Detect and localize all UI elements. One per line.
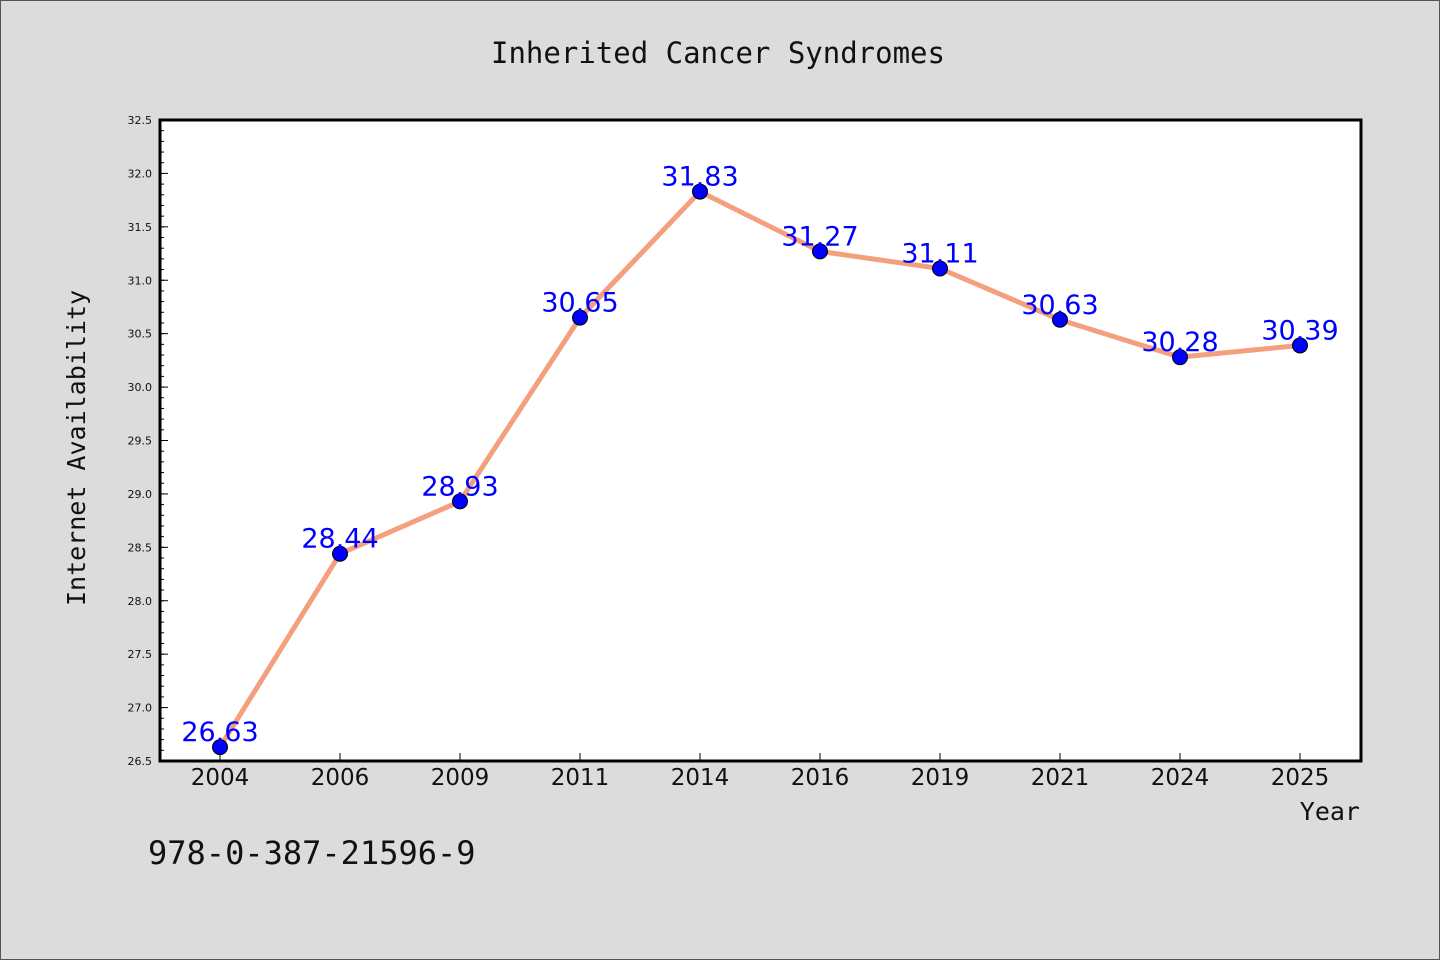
data-value-label: 30.28 (1141, 327, 1218, 358)
isbn-text: 978-0-387-21596-9 (148, 834, 476, 872)
y-tick-label: 27.5 (128, 648, 153, 661)
data-value-label: 26.63 (181, 717, 258, 748)
data-value-label: 30.63 (1021, 290, 1098, 321)
plot-area (160, 120, 1361, 761)
y-tick-label: 32.5 (128, 114, 153, 127)
x-tick-label: 2009 (431, 765, 490, 791)
y-tick-label: 31.5 (128, 221, 153, 234)
x-tick-label: 2024 (1151, 765, 1210, 791)
y-tick-label: 27.0 (128, 702, 153, 715)
y-axis: 26.5 27.0 27.5 28.0 28.5 29.0 29.5 30.0 30.5 31.0… (128, 114, 168, 768)
series-line-group: 26.63 28.44 28.93 30.65 31.83 31.27 31.11 30.63… (181, 162, 1339, 756)
data-value-label: 28.93 (421, 471, 498, 502)
data-value-label: 31.83 (661, 162, 738, 193)
y-tick-label: 29.5 (128, 435, 153, 448)
data-point-marker (1172, 349, 1188, 366)
y-tick-label: 30.0 (128, 381, 153, 394)
data-value-label: 28.44 (301, 524, 378, 555)
y-tick-label: 28.5 (128, 541, 153, 554)
series-line (217, 189, 1303, 750)
y-tick-label: 31.0 (128, 274, 153, 287)
data-point-marker (692, 183, 708, 200)
data-value-label: 31.27 (781, 221, 858, 252)
data-value-label: 30.39 (1261, 315, 1338, 346)
y-tick-label: 30.5 (128, 328, 153, 341)
data-point-marker (1292, 337, 1308, 354)
data-point-marker (332, 545, 348, 562)
x-axis: 2004 2006 2009 2011 2014 2016 2019 2021 2024 2025 (191, 753, 1330, 791)
x-tick-label: 2016 (791, 765, 850, 791)
data-point-marker (812, 243, 828, 260)
x-tick-label: 2021 (1031, 765, 1090, 791)
data-point-marker (1052, 311, 1068, 328)
data-point-marker (572, 309, 588, 326)
x-tick-label: 2019 (911, 765, 970, 791)
x-tick-label: 2004 (191, 765, 250, 791)
data-value-label: 30.65 (541, 288, 618, 319)
x-tick-label: 2014 (671, 765, 730, 791)
x-tick-label: 2025 (1271, 765, 1330, 791)
plot-frame (158, 118, 1363, 763)
data-point-marker (212, 739, 228, 756)
chart-title: Inherited Cancer Syndromes (491, 36, 945, 70)
data-point-marker (452, 493, 468, 510)
data-value-label: 31.11 (901, 238, 978, 269)
y-tick-label: 29.0 (128, 488, 153, 501)
x-tick-label: 2011 (551, 765, 610, 791)
data-point-marker (932, 260, 948, 277)
y-tick-label: 32.0 (128, 167, 153, 180)
y-tick-label: 26.5 (128, 755, 153, 768)
x-tick-label: 2006 (311, 765, 370, 791)
x-axis-label: Year (1300, 797, 1360, 826)
y-tick-label: 28.0 (128, 595, 153, 608)
y-axis-label: Internet Availability (62, 290, 91, 606)
